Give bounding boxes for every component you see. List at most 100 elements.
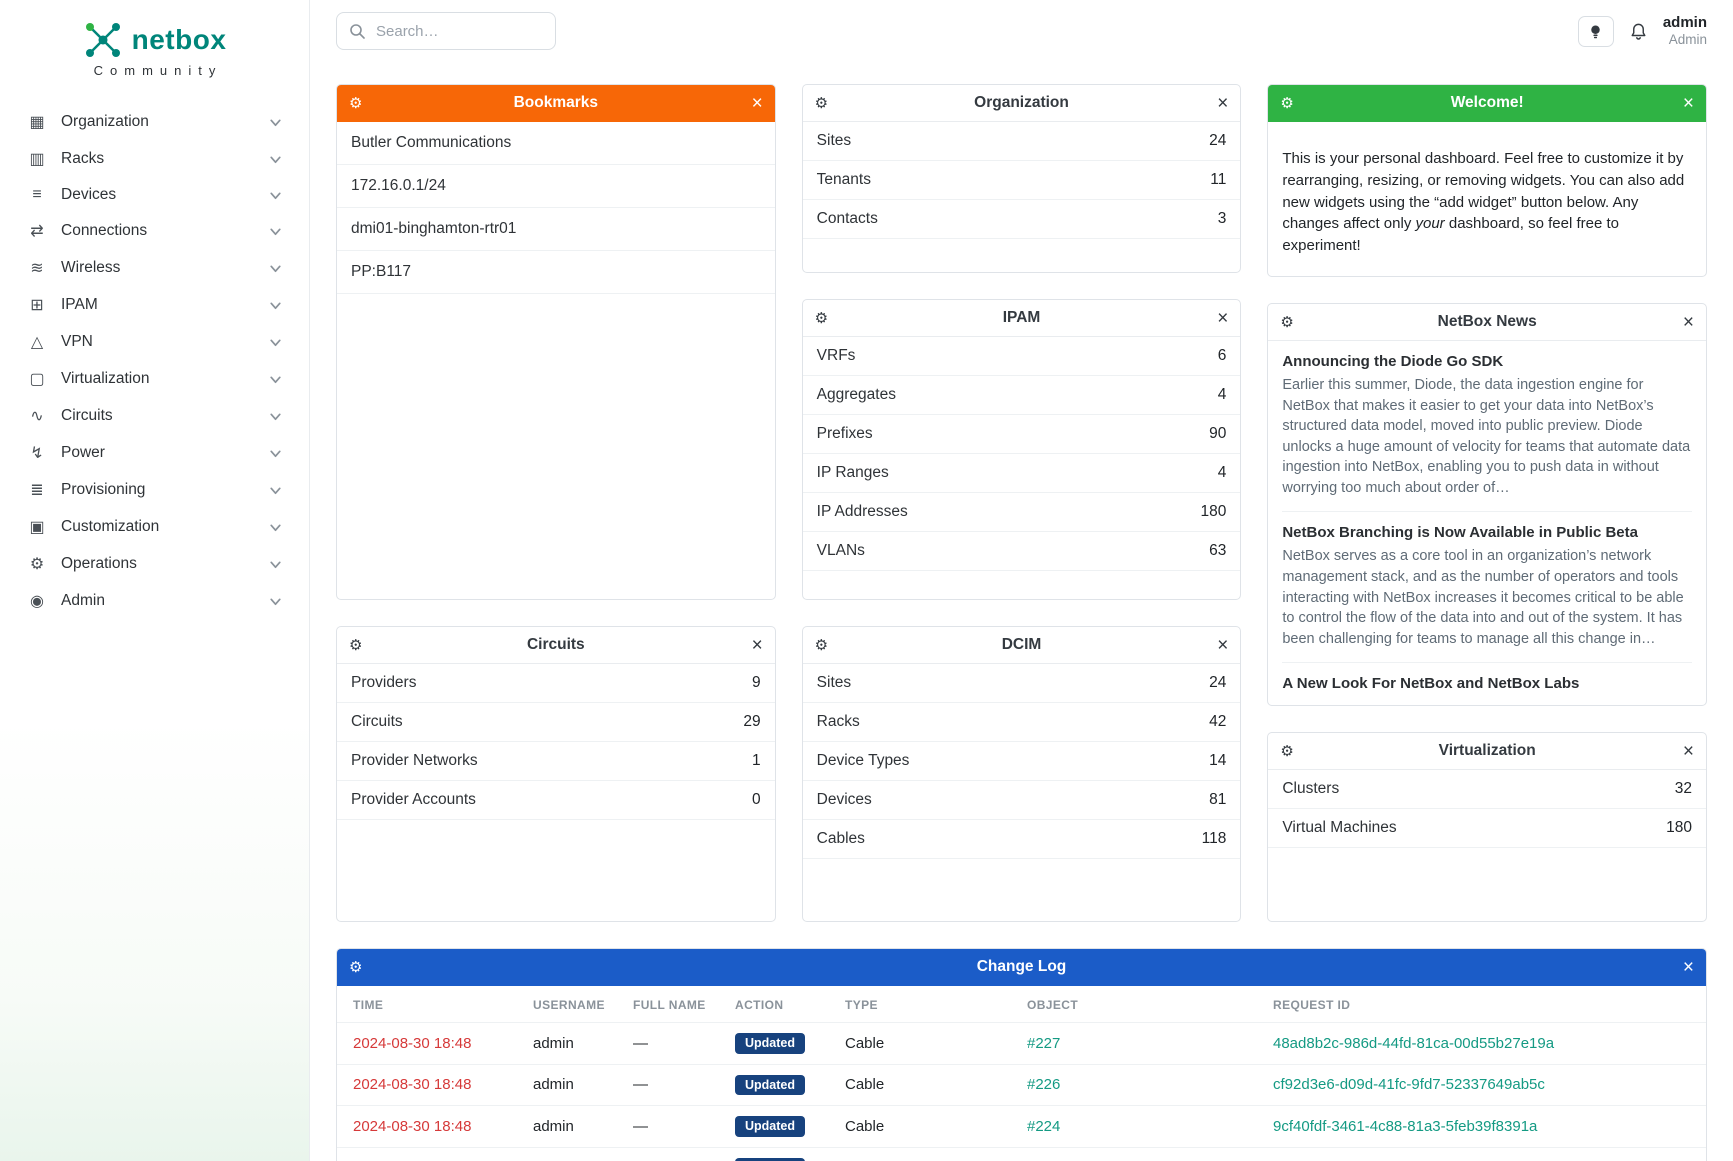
search-box[interactable] <box>336 12 556 50</box>
changelog-request-id-link[interactable]: 7a3c4c3c-aac0-4763-88f6-f80301c007c3 <box>1273 1159 1547 1161</box>
changelog-time-link[interactable]: 2024-08-30 18:48 <box>353 1076 472 1094</box>
sidebar-item-power[interactable]: ↯ Power <box>14 435 295 471</box>
changelog-request-id-link[interactable]: 9cf40fdf-3461-4c88-81a3-5feb39f8391a <box>1273 1117 1538 1135</box>
widget-settings-icon[interactable]: ⚙ <box>814 637 829 654</box>
stat-label-link[interactable]: IP Addresses <box>816 503 908 520</box>
sidebar-item-devices[interactable]: ≡ Devices <box>14 178 295 212</box>
widget-close-icon[interactable]: × <box>1682 956 1694 978</box>
news-item: A New Look For NetBox and NetBox Labs <box>1282 662 1693 693</box>
search-input[interactable] <box>374 21 543 41</box>
widget-settings-icon[interactable]: ⚙ <box>1280 743 1294 760</box>
stat-row: Contacts 3 <box>802 200 1241 239</box>
widget-settings-icon[interactable]: ⚙ <box>349 959 363 976</box>
bookmark-link[interactable]: PP:B117 <box>337 251 775 294</box>
changelog-object-link[interactable]: #226 <box>1027 1076 1061 1094</box>
stat-label-link[interactable]: Virtual Machines <box>1282 819 1397 836</box>
sidebar-item-vpn[interactable]: △ VPN <box>14 324 295 360</box>
stat-row: Devices 81 <box>802 781 1241 820</box>
stat-row: VRFs 6 <box>802 337 1241 376</box>
sidebar-item-operations[interactable]: ⚙ Operations <box>14 546 295 582</box>
stat-label-link[interactable]: Circuits <box>351 713 403 730</box>
user-menu[interactable]: admin Admin <box>1663 14 1707 48</box>
stat-label-link[interactable]: Providers <box>351 674 417 691</box>
stat-label-link[interactable]: IP Ranges <box>816 464 889 481</box>
stat-label-link[interactable]: Prefixes <box>816 425 873 442</box>
sidebar-item-wireless[interactable]: ≋ Wireless <box>14 250 295 286</box>
stat-label-link[interactable]: Racks <box>816 713 860 730</box>
chevron-down-icon <box>268 224 283 239</box>
widget-close-icon[interactable]: × <box>1217 307 1229 329</box>
bookmark-link[interactable]: Butler Communications <box>337 122 775 165</box>
news-body: Earlier this summer, Diode, the data ing… <box>1282 377 1691 496</box>
sidebar-item-virtualization[interactable]: ▢ Virtualization <box>14 361 295 397</box>
news-title-link[interactable]: NetBox Branching is Now Available in Pub… <box>1282 524 1638 542</box>
widget-close-icon[interactable]: × <box>1217 92 1229 114</box>
sidebar-item-connections[interactable]: ⇄ Connections <box>14 213 295 249</box>
stat-label-link[interactable]: Cables <box>816 830 865 847</box>
stat-label-link[interactable]: Provider Networks <box>351 752 478 769</box>
news-title-link[interactable]: A New Look For NetBox and NetBox Labs <box>1282 675 1580 693</box>
changelog-object-link[interactable]: #224 <box>1027 1117 1061 1135</box>
stat-count: 180 <box>1666 819 1693 836</box>
widget-close-icon[interactable]: × <box>751 634 763 656</box>
changelog-request-id-link[interactable]: 48ad8b2c-986d-44fd-81ca-00d55b27e19a <box>1273 1034 1555 1052</box>
bookmark-link[interactable]: dmi01-binghamton-rtr01 <box>337 208 775 251</box>
sidebar-item-organization[interactable]: ▦ Organization <box>14 104 295 140</box>
changelog-full-name: — <box>623 1022 725 1065</box>
widget-settings-icon[interactable]: ⚙ <box>349 95 363 112</box>
widget-title: Organization <box>974 94 1069 111</box>
sidebar-item-label: Virtualization <box>61 370 150 387</box>
widget-title: Virtualization <box>1438 742 1536 759</box>
provisioning-icon: ≣ <box>30 482 44 499</box>
sidebar-item-provisioning[interactable]: ≣ Provisioning <box>14 472 295 508</box>
stat-label-link[interactable]: Provider Accounts <box>351 791 476 808</box>
change-log-row: 2024-08-30 18:48 admin — Updated Cable #… <box>337 1064 1706 1106</box>
widget-settings-icon[interactable]: ⚙ <box>349 637 363 654</box>
widget-settings-icon[interactable]: ⚙ <box>1280 95 1294 112</box>
sidebar-item-ipam[interactable]: ⊞ IPAM <box>14 287 295 323</box>
brand-area[interactable]: netbox Community <box>12 14 297 78</box>
connections-icon: ⇄ <box>30 223 44 240</box>
stat-count: 90 <box>1209 425 1227 442</box>
widget-close-icon[interactable]: × <box>1682 311 1695 333</box>
changelog-object-link[interactable]: #227 <box>1027 1034 1061 1052</box>
stat-label-link[interactable]: Clusters <box>1282 780 1340 797</box>
stat-label-link[interactable]: Sites <box>816 132 852 149</box>
admin-icon: ◉ <box>30 593 44 610</box>
changelog-username: admin <box>523 1147 623 1161</box>
stat-label-link[interactable]: VLANs <box>816 542 865 559</box>
stat-label-link[interactable]: Device Types <box>816 752 910 769</box>
widget-close-icon[interactable]: × <box>1682 740 1695 762</box>
widget-close-icon[interactable]: × <box>1682 92 1695 114</box>
stat-count: 4 <box>1217 386 1227 403</box>
stat-row: Circuits 29 <box>337 703 775 742</box>
widget-settings-icon[interactable]: ⚙ <box>814 95 829 112</box>
bookmark-link[interactable]: 172.16.0.1/24 <box>337 165 775 208</box>
changelog-request-id-link[interactable]: cf92d3e6-d09d-41fc-9fd7-52337649ab5c <box>1273 1076 1545 1094</box>
changelog-time-link[interactable]: 2024-08-30 18:47 <box>353 1159 471 1161</box>
change-log-row: 2024-08-30 18:48 admin — Updated Cable #… <box>337 1022 1706 1065</box>
theme-toggle-button[interactable] <box>1577 15 1614 47</box>
changelog-time-link[interactable]: 2024-08-30 18:48 <box>353 1117 472 1135</box>
bookmarks-widget: ⚙ Bookmarks × Butler Communications 172.… <box>336 84 776 600</box>
widget-settings-icon[interactable]: ⚙ <box>1280 314 1294 331</box>
stat-label-link[interactable]: Aggregates <box>816 386 896 403</box>
stat-label-link[interactable]: Tenants <box>816 171 871 188</box>
sidebar-item-racks[interactable]: ▥ Racks <box>14 141 295 177</box>
stat-row: Prefixes 90 <box>802 415 1241 454</box>
sidebar-item-customization[interactable]: ▣ Customization <box>14 509 295 545</box>
stat-label-link[interactable]: Devices <box>816 791 872 808</box>
news-title-link[interactable]: Announcing the Diode Go SDK <box>1282 353 1504 370</box>
change-log-widget: ⚙ Change Log × Time Username Full Name A… <box>336 948 1707 1161</box>
sidebar-item-admin[interactable]: ◉ Admin <box>14 583 295 619</box>
widget-close-icon[interactable]: × <box>751 92 763 114</box>
stat-label-link[interactable]: Sites <box>816 674 852 691</box>
widget-settings-icon[interactable]: ⚙ <box>814 310 829 327</box>
stat-label-link[interactable]: VRFs <box>816 347 856 364</box>
notifications-button[interactable] <box>1629 22 1648 41</box>
widget-close-icon[interactable]: × <box>1217 634 1229 656</box>
changelog-time-link[interactable]: 2024-08-30 18:48 <box>353 1034 472 1052</box>
sidebar-item-circuits[interactable]: ∿ Circuits <box>14 398 295 434</box>
stat-label-link[interactable]: Contacts <box>816 210 878 227</box>
changelog-object-link[interactable]: #223 <box>1027 1159 1060 1161</box>
